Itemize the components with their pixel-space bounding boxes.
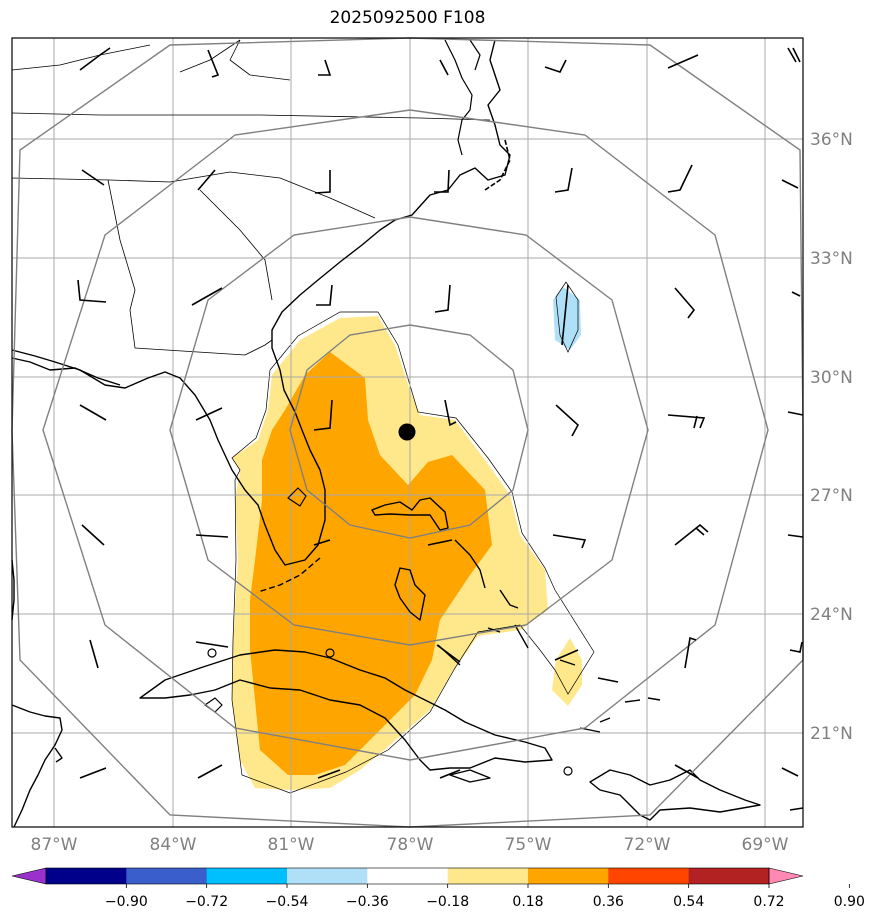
shaded-field: [231, 281, 595, 794]
colorbar-cell: [688, 868, 770, 884]
lon-label: 87°W: [31, 835, 78, 855]
lon-label: 78°W: [387, 835, 434, 855]
colorbar-tick-label: −0.90: [105, 894, 148, 910]
map-frame: [11, 37, 804, 828]
colorbar-cell: [528, 868, 609, 884]
coastlines-and-borders: [11, 39, 804, 828]
lon-label: 75°W: [505, 835, 552, 855]
colorbar-tick-label: −0.54: [266, 894, 309, 910]
lon-labels: 87°W 84°W 81°W 78°W 75°W 72°W 69°W: [31, 835, 789, 855]
colorbar-tick-label: 0.54: [673, 894, 704, 910]
lat-label: 21°N: [810, 724, 853, 744]
lat-lon-grid: [12, 38, 803, 827]
lon-label: 69°W: [742, 835, 789, 855]
colorbar-extend-high: [768, 867, 804, 885]
colorbar-extend-low: [11, 867, 47, 885]
colorbar-tick-label: 0.18: [512, 894, 543, 910]
lat-labels: 36°N 33°N 30°N 27°N 24°N 21°N: [810, 130, 853, 744]
colorbar-tick-label: 0.36: [593, 894, 624, 910]
lon-label: 84°W: [150, 835, 197, 855]
colorbar-cell: [126, 868, 208, 884]
colorbar-cell: [447, 868, 529, 884]
colorbar-tick-label: 0.72: [753, 894, 784, 910]
lat-label: 30°N: [810, 368, 853, 388]
lat-label: 24°N: [810, 605, 853, 625]
shade-light-yellow-2: [552, 638, 582, 706]
lon-label: 81°W: [268, 835, 315, 855]
colorbar-cell: [287, 868, 368, 884]
lon-label: 72°W: [624, 835, 671, 855]
wind-barbs: [77, 47, 804, 779]
colorbar-cell: [608, 868, 690, 884]
colorbar-cell: [206, 868, 288, 884]
map-title: 2025092500 F108: [329, 8, 486, 28]
colorbar-tick-label: −0.72: [185, 894, 228, 910]
colorbar: −0.90 −0.72 −0.54 −0.36 −0.18 0.18 0.36 0.54 0.7…: [11, 867, 865, 910]
colorbar-cell: [46, 868, 127, 884]
lat-label: 33°N: [810, 249, 853, 269]
center-marker: [398, 423, 416, 441]
colorbar-tick-label: 0.90: [834, 894, 865, 910]
lat-label: 27°N: [810, 486, 853, 506]
colorbar-tick-label: −0.18: [426, 894, 469, 910]
shade-orange: [250, 352, 492, 775]
lat-label: 36°N: [810, 130, 853, 150]
colorbar-cell: [367, 868, 449, 884]
colorbar-tick-label: −0.36: [346, 894, 389, 910]
